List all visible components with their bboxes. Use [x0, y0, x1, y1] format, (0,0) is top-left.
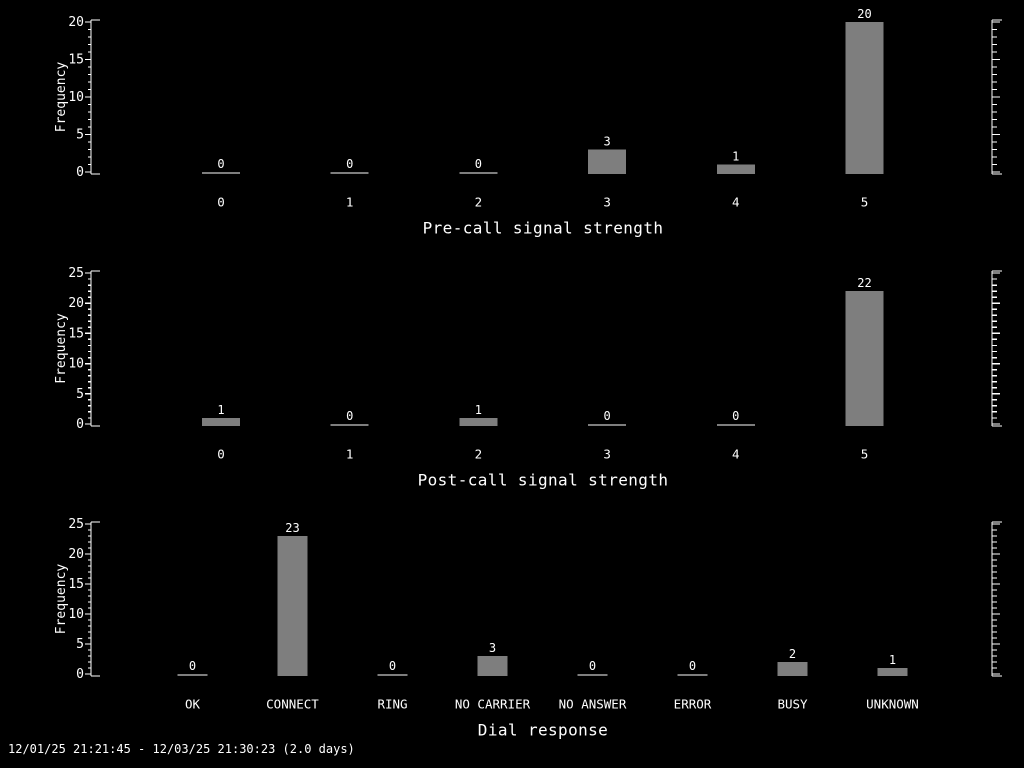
- chart-title: Pre-call signal strength: [423, 219, 664, 238]
- chart-title: Post-call signal strength: [418, 471, 669, 490]
- category-label: NO CARRIER: [455, 697, 531, 712]
- bar-0: [202, 417, 240, 426]
- right-y-axis: [991, 521, 1002, 677]
- y-tick-label: 25: [68, 266, 84, 281]
- bar-value-label: 23: [285, 521, 299, 535]
- bar-5: [845, 291, 884, 426]
- category-label: 5: [861, 195, 869, 210]
- bar-value-label: 1: [475, 403, 482, 417]
- category-label: 2: [475, 447, 483, 462]
- right-y-axis: [991, 270, 1002, 427]
- bar-no-carrier: [477, 656, 508, 676]
- category-label: 1: [346, 195, 354, 210]
- bar-0-zero: [202, 172, 240, 174]
- bar-value-label: 1: [217, 403, 224, 417]
- bar-busy: [777, 662, 808, 676]
- category-label: 1: [346, 447, 354, 462]
- bar-ok-zero: [177, 674, 208, 676]
- y-tick-label: 15: [68, 53, 84, 68]
- bar-unknown: [877, 668, 908, 676]
- bar-value-label: 0: [603, 409, 610, 423]
- y-axis: 0 5 10 15 20 25: [68, 266, 100, 432]
- bar-value-label: 0: [732, 409, 739, 423]
- bar-value-label: 3: [603, 135, 610, 149]
- bar-connect: [277, 536, 308, 676]
- y-tick-label: 0: [76, 417, 84, 432]
- category-label: 4: [732, 195, 740, 210]
- y-tick-label: 20: [68, 547, 84, 562]
- category-label: UNKNOWN: [866, 697, 919, 712]
- category-label: 5: [861, 447, 869, 462]
- y-axis-title: Frequency: [54, 62, 69, 133]
- dial-response-chart: 0510152025Frequency0OK23CONNECT0RING3NO …: [54, 517, 1002, 740]
- y-tick-label: 10: [68, 607, 84, 622]
- y-tick-label: 0: [76, 667, 84, 682]
- bar-2: [459, 417, 498, 426]
- bar-value-label: 0: [389, 659, 396, 673]
- bar-value-label: 0: [189, 659, 196, 673]
- y-tick-label: 10: [68, 357, 84, 372]
- y-tick-label: 10: [68, 90, 84, 105]
- bar-value-label: 0: [689, 659, 696, 673]
- category-label: OK: [185, 697, 201, 712]
- y-tick-label: 15: [68, 326, 84, 341]
- bar-3-zero: [588, 424, 627, 426]
- category-label: RING: [377, 697, 407, 712]
- y-axis-title: Frequency: [54, 313, 69, 384]
- bar-ring-zero: [377, 674, 408, 676]
- category-label: 3: [603, 447, 611, 462]
- category-label: CONNECT: [266, 697, 319, 712]
- bar-1-zero: [330, 424, 369, 426]
- time-range-label: 12/01/25 21:21:45 - 12/03/25 21:30:23 (2…: [8, 742, 355, 756]
- right-y-axis: [991, 19, 1002, 175]
- bar-value-label: 22: [857, 276, 871, 290]
- category-label: 3: [603, 195, 611, 210]
- bar-value-label: 0: [475, 157, 482, 171]
- bar-value-label: 2: [789, 647, 796, 661]
- bar-3: [588, 149, 627, 174]
- y-tick-label: 5: [76, 128, 84, 143]
- bar-error-zero: [677, 674, 708, 676]
- category-label: ERROR: [674, 697, 712, 712]
- chart-title: Dial response: [478, 721, 608, 740]
- y-axis-title: Frequency: [54, 564, 69, 635]
- y-axis: 0 5 10 15 20: [68, 15, 100, 180]
- post-call-signal-strength-chart: 0510152025Frequency1001120304225Post-cal…: [54, 266, 1002, 490]
- bar-4-zero: [716, 424, 755, 426]
- y-tick-label: 5: [76, 387, 84, 402]
- bar-value-label: 3: [489, 641, 496, 655]
- y-tick-label: 20: [68, 15, 84, 30]
- y-tick-label: 0: [76, 165, 84, 180]
- bar-1-zero: [330, 172, 369, 174]
- y-tick-label: 20: [68, 296, 84, 311]
- category-label: 2: [475, 195, 483, 210]
- y-tick-label: 5: [76, 637, 84, 652]
- bar-value-label: 0: [346, 157, 353, 171]
- y-tick-label: 25: [68, 517, 84, 532]
- bar-value-label: 0: [217, 157, 224, 171]
- bar-4: [716, 164, 755, 174]
- bar-value-label: 0: [346, 409, 353, 423]
- bar-5: [845, 22, 884, 174]
- bar-value-label: 1: [889, 653, 896, 667]
- category-label: 0: [217, 447, 225, 462]
- category-label: 0: [217, 195, 225, 210]
- category-label: BUSY: [777, 697, 808, 712]
- y-tick-label: 15: [68, 577, 84, 592]
- category-label: 4: [732, 447, 740, 462]
- bar-no-answer-zero: [577, 674, 608, 676]
- bar-value-label: 0: [589, 659, 596, 673]
- category-label: NO ANSWER: [559, 697, 627, 712]
- bar-value-label: 1: [732, 150, 739, 164]
- y-axis: 0 5 10 15 20 25: [68, 517, 100, 682]
- bar-value-label: 20: [857, 7, 871, 21]
- bar-2-zero: [459, 172, 498, 174]
